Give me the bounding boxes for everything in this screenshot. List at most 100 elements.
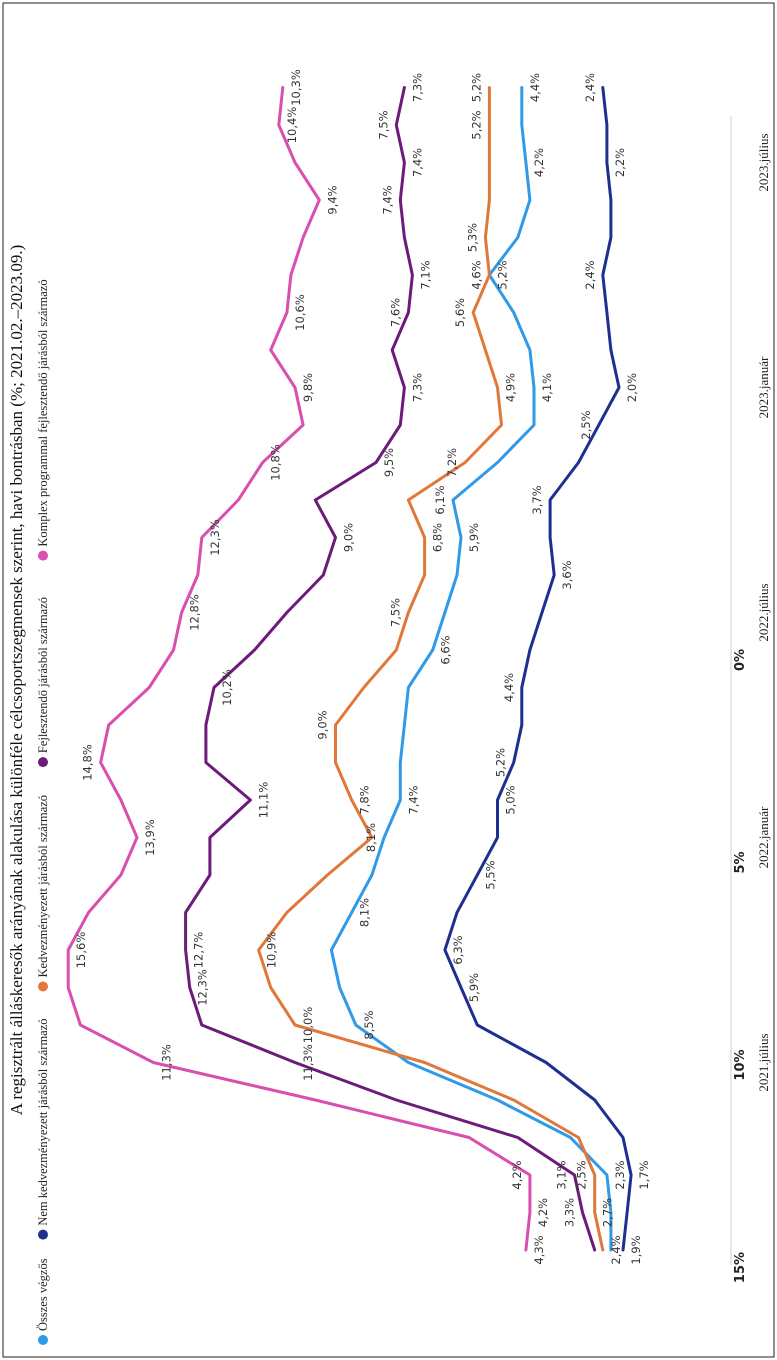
data-label: 4,2%: [536, 1198, 550, 1227]
data-label: 5,5%: [483, 860, 497, 889]
data-label: 15,6%: [74, 932, 88, 969]
series-line-komplex-programmal-fejlesztendo-jarasbol-szarmazo: [66, 86, 532, 1252]
data-label: 7,3%: [410, 73, 424, 102]
data-label: 6,6%: [439, 635, 453, 664]
y-tick-label: 0%: [733, 649, 748, 671]
data-label: 10,4%: [285, 107, 299, 144]
data-label: 14,8%: [81, 744, 95, 781]
data-label: 8,5%: [362, 1010, 376, 1039]
data-label: 4,6%: [469, 260, 483, 289]
data-label: 10,9%: [265, 932, 279, 969]
data-label: 4,2%: [532, 148, 546, 177]
data-label: 7,4%: [406, 785, 420, 814]
data-label: 4,2%: [510, 1160, 524, 1189]
legend-label: Komplex programmal fejlesztendő járásból…: [36, 279, 50, 546]
legend-marker: [38, 1229, 48, 1240]
x-tick-label: 2022.július: [756, 583, 771, 641]
data-label: 5,3%: [465, 223, 479, 252]
y-axis: 0% 5% 10% 15%: [733, 649, 748, 1283]
legend-item-2: Nem kedvezményezett járásból származó: [36, 1018, 50, 1240]
legend-label: Összes végzős: [36, 1258, 50, 1331]
legend-label: Nem kedvezményezett járásból származó: [36, 1018, 50, 1225]
data-label: 9,5%: [382, 448, 396, 477]
data-label: 10,8%: [269, 444, 283, 481]
chart-title: A regisztrált álláskeresők arányának ala…: [7, 245, 26, 1116]
y-tick-label: 10%: [733, 1049, 748, 1080]
data-label: 7,6%: [388, 298, 402, 327]
x-axis: 2021.július 2022.január 2022.július 2023.ja…: [756, 133, 771, 1091]
data-label: 2,5%: [575, 1160, 589, 1189]
data-label: 7,4%: [380, 185, 394, 214]
data-label: 5,2%: [495, 260, 509, 289]
data-label: 5,2%: [494, 748, 508, 777]
data-label: 7,2%: [445, 448, 459, 477]
data-label: 12,7%: [192, 932, 206, 969]
data-label: 3,6%: [560, 560, 574, 589]
data-label: 10,0%: [301, 1007, 315, 1044]
data-label: 7,8%: [358, 785, 372, 814]
chart-legend: Összes végzős Nem kedvezményezett járásbó…: [36, 279, 50, 1345]
data-label: 12,3%: [196, 969, 210, 1006]
data-label: 10,6%: [293, 294, 307, 331]
x-tick-label: 2022.január: [756, 806, 771, 868]
data-label: 6,8%: [431, 523, 445, 552]
data-label: 6,3%: [451, 935, 465, 964]
data-label: 2,3%: [613, 1160, 627, 1189]
data-label: 2,4%: [583, 260, 597, 289]
data-label: 8,1%: [358, 898, 372, 927]
data-label: 7,3%: [410, 373, 424, 402]
data-label: 3,3%: [563, 1198, 577, 1227]
data-label: 7,5%: [388, 598, 402, 627]
data-label: 5,0%: [504, 785, 518, 814]
legend-item-1: Összes végzős: [36, 1258, 50, 1345]
y-tick-label: 15%: [733, 1252, 748, 1283]
data-label: 12,3%: [208, 519, 222, 556]
data-label: 4,4%: [528, 73, 542, 102]
data-label: 2,2%: [613, 148, 627, 177]
data-label: 5,2%: [469, 110, 483, 139]
data-label: 11,3%: [301, 1044, 315, 1081]
series-line-nem-kedvezmenyezett-jarasbol-szarmazo: [443, 86, 633, 1252]
data-label: 4,9%: [504, 373, 518, 402]
data-label: 11,3%: [159, 1044, 173, 1081]
data-label: 2,4%: [583, 73, 597, 102]
data-label: 2,7%: [601, 1198, 615, 1227]
data-label: 9,0%: [342, 523, 356, 552]
legend-item-3: Kedvezményezett járásból származó: [36, 795, 50, 992]
x-tick-label: 2023.január: [756, 356, 771, 418]
series-line-kedvezmenyezett-jarasbol-szarmazo: [257, 86, 605, 1252]
data-label: 9,8%: [301, 373, 315, 402]
data-label: 7,1%: [418, 260, 432, 289]
legend-marker: [38, 981, 48, 992]
data-label: 5,9%: [467, 523, 481, 552]
data-label: 5,2%: [469, 73, 483, 102]
data-label: 7,4%: [410, 148, 424, 177]
data-label: 3,7%: [530, 485, 544, 514]
data-label: 5,9%: [467, 973, 481, 1002]
x-tick-label: 2023.július: [756, 133, 771, 191]
data-label: 9,0%: [316, 710, 330, 739]
legend-item-5: Komplex programmal fejlesztendő járásból…: [36, 279, 50, 561]
data-label: 6,1%: [433, 485, 447, 514]
data-labels: 2,3% 8,5% 8,1% 8,1% 7,4% 6,6% 5,9% 6,1% 4,1% 4,6%…: [74, 69, 651, 1264]
data-label: 10,3%: [289, 69, 303, 106]
data-label: 8,1%: [364, 823, 378, 852]
data-label: 10,2%: [220, 669, 234, 706]
legend-marker: [38, 1335, 48, 1345]
data-label: 4,1%: [540, 373, 554, 402]
data-label: 2,5%: [579, 410, 593, 439]
plot-area: [66, 86, 633, 1252]
legend-marker: [38, 550, 48, 561]
data-label: 1,7%: [637, 1160, 651, 1189]
data-label: 9,4%: [325, 185, 339, 214]
data-label: 5,6%: [453, 298, 467, 327]
legend-label: Kedvezményezett járásból származó: [36, 795, 50, 978]
series-line-fejlesztendo-jarasbol-szarmazo: [184, 86, 597, 1252]
data-label: 2,0%: [625, 373, 639, 402]
data-label: 1,9%: [629, 1235, 643, 1264]
legend-label: Fejlesztendő járásból származó: [36, 597, 50, 753]
data-label: 3,1%: [554, 1160, 568, 1189]
data-label: 11,1%: [256, 782, 270, 819]
